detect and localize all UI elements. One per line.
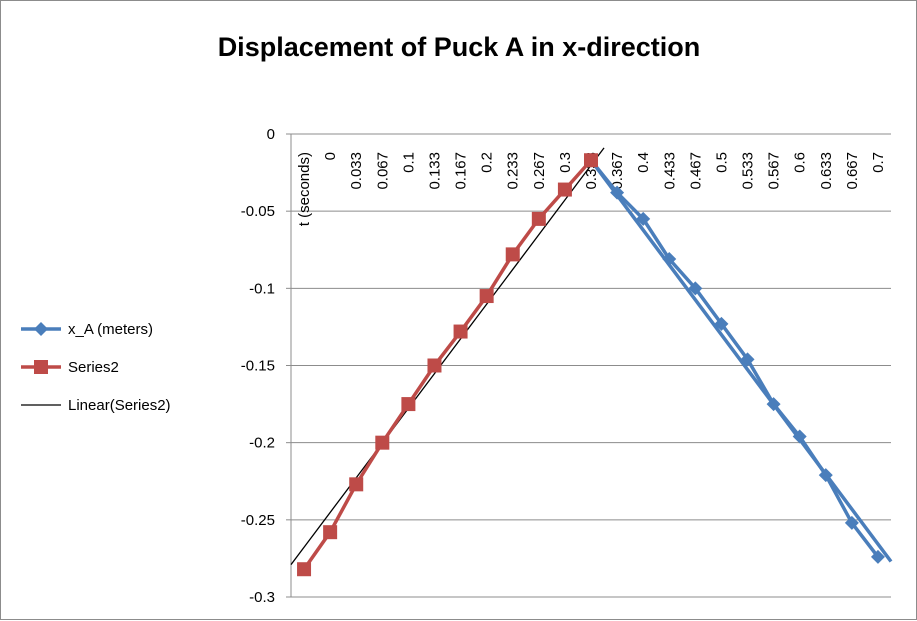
data-point [662, 252, 677, 267]
trendline [589, 159, 893, 563]
x-tick-label: 0.367 [609, 152, 626, 190]
x-tick-label: t (seconds) [296, 152, 313, 226]
x-tick-label: 0.433 [661, 152, 678, 190]
data-point [323, 525, 338, 540]
y-tick-labels: 0 -0.05 -0.1 -0.15 -0.2 -0.25 -0.3 [241, 126, 275, 606]
x-tick-label: 0.567 [766, 152, 783, 190]
x-tick-label: 0.233 [505, 152, 522, 190]
x-tick-label: 0.133 [426, 152, 443, 190]
x-tick-label: 0 [322, 152, 339, 160]
x-tick-label: 0.533 [740, 152, 757, 190]
data-point [453, 324, 468, 339]
x-tick-label: 0.633 [818, 152, 835, 190]
x-tick-label: 0.4 [635, 152, 652, 173]
data-point [766, 397, 781, 412]
data-point [688, 281, 703, 296]
x-tick-label: 0.7 [870, 152, 887, 173]
data-point [610, 185, 625, 200]
x-tick-label: 0.067 [374, 152, 391, 190]
data-point [792, 429, 807, 444]
chart-title: Displacement of Puck A in x-direction [218, 32, 701, 62]
data-point [584, 153, 598, 168]
data-point [479, 289, 494, 304]
y-tick-label: -0.15 [241, 358, 275, 375]
x-tick-label: 0.2 [479, 152, 496, 173]
trendline [290, 147, 605, 565]
data-point [297, 562, 312, 577]
data-point [375, 435, 390, 450]
data-point [557, 182, 572, 197]
x-tick-label: 0.667 [844, 152, 861, 190]
data-point [870, 549, 885, 564]
data-point [349, 477, 364, 492]
legend-marker [34, 360, 48, 374]
data-point [714, 316, 729, 331]
data-point [818, 468, 833, 483]
x-tick-label: 0.267 [531, 152, 548, 190]
x-tick-label: 0.1 [400, 152, 417, 173]
x-tick-label: 0.3 [557, 152, 574, 173]
y-tick-label: -0.05 [241, 203, 275, 220]
x-tick-label: 0.033 [348, 152, 365, 190]
gridlines [291, 133, 891, 598]
y-tick-label: -0.3 [249, 589, 275, 606]
series-layer [290, 147, 893, 577]
x-tick-label: 0.167 [453, 152, 470, 190]
x-tick-label: 0.467 [687, 152, 704, 190]
y-tick-label: 0 [267, 126, 275, 143]
legend-marker [34, 322, 48, 336]
legend-label: x_A (meters) [68, 321, 153, 338]
y-tick-label: -0.2 [249, 435, 275, 452]
legend-label: Linear(Series2) [68, 397, 171, 414]
axes [286, 133, 891, 598]
legend: x_A (meters) Series2 Linear(Series2) [21, 321, 171, 414]
data-point [740, 352, 755, 367]
data-point [844, 515, 859, 530]
data-point [401, 397, 416, 412]
y-tick-label: -0.1 [249, 280, 275, 297]
data-point [531, 211, 546, 226]
data-point [505, 247, 520, 262]
y-tick-label: -0.25 [241, 512, 275, 529]
x-tick-labels: t (seconds) 0 0.033 0.067 0.1 0.133 0.167 0.2 0.… [296, 152, 887, 226]
legend-label: Series2 [68, 359, 119, 376]
x-tick-label: 0.6 [792, 152, 809, 173]
data-point [427, 358, 442, 373]
x-tick-label: 0.5 [713, 152, 730, 173]
data-point [636, 211, 651, 226]
series-line [589, 159, 880, 558]
